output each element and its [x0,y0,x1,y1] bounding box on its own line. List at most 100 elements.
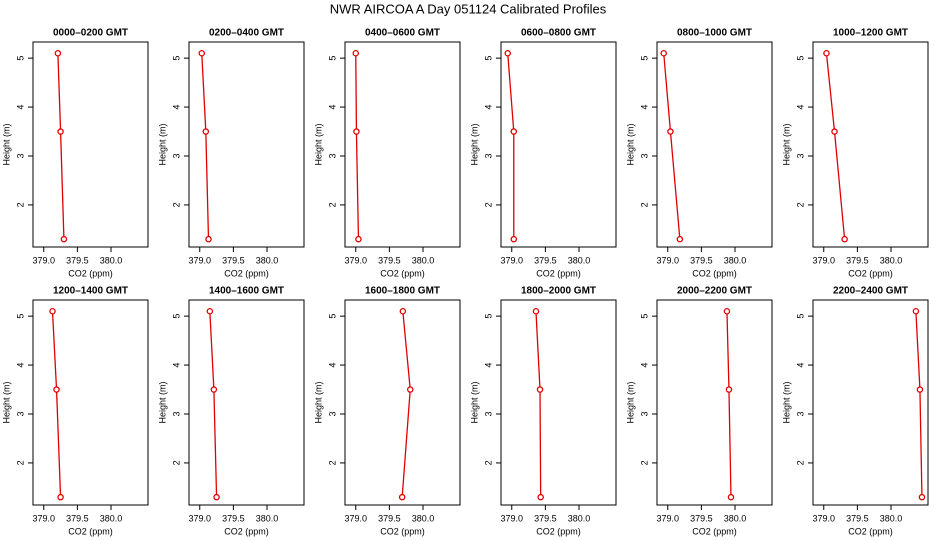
y-tick-label: 2 [483,202,493,207]
x-tick-label: 380.0 [100,255,123,265]
x-tick-label: 380.0 [724,513,747,523]
profile-line [535,311,542,498]
y-tick-label: 3 [483,153,493,158]
y-tick-label: 5 [795,56,805,61]
y-tick-label: 2 [483,460,493,465]
data-point [406,386,414,393]
y-tick-label: 3 [795,411,805,416]
plot-frame [812,299,929,506]
panel-title: 1600–1800 GMT [365,286,440,297]
plot-frame [500,41,617,248]
data-point [725,386,733,393]
x-tick-label: 379.0 [188,513,211,523]
x-axis-label: CO2 (ppm) [536,268,581,278]
y-tick-label: 4 [795,105,805,110]
y-tick-label: 4 [483,105,493,110]
y-tick-label: 5 [171,314,181,319]
y-tick-label: 2 [327,460,337,465]
y-tick-label: 2 [639,202,649,207]
x-tick-label: 379.5 [378,513,401,523]
x-tick-label: 380.0 [412,255,435,265]
x-tick-label: 379.0 [500,255,523,265]
y-axis-label: Height (m) [625,381,635,423]
profile-line [201,53,210,240]
profile-line [355,53,360,240]
data-point [60,235,68,243]
panel-title: 0600–0800 GMT [521,28,596,39]
data-point [510,235,518,243]
y-tick-label: 5 [171,56,181,61]
data-point [352,50,360,57]
y-axis-label: Height (m) [625,123,635,165]
y-axis-label: Height (m) [1,381,11,423]
page-title: NWR AIRCOA A Day 051124 Calibrated Profi… [330,1,607,16]
profile-line [663,53,681,240]
data-point [536,386,544,393]
panel-title: 0000–0200 GMT [53,28,128,39]
y-tick-label: 2 [639,460,649,465]
data-point [504,50,511,57]
x-tick-label: 379.5 [534,255,557,265]
x-tick-label: 380.0 [724,255,747,265]
x-axis-label: CO2 (ppm) [848,526,893,536]
plot-frame [344,41,461,248]
data-point [510,128,518,135]
plot-frame [500,299,617,506]
y-tick-label: 4 [15,363,25,368]
x-axis-label: CO2 (ppm) [380,526,425,536]
x-tick-label: 379.0 [188,255,211,265]
y-tick-label: 5 [327,56,337,61]
y-tick-label: 2 [795,202,805,207]
y-axis-label: Height (m) [469,123,479,165]
y-tick-label: 5 [15,56,25,61]
y-tick-label: 3 [171,153,181,158]
x-axis-label: CO2 (ppm) [380,268,425,278]
x-tick-label: 379.5 [222,255,245,265]
y-tick-label: 4 [171,105,181,110]
data-point [57,493,64,501]
profile-line [209,311,218,498]
data-point [213,493,220,501]
y-tick-label: 3 [795,153,805,158]
panel-title: 1000–1200 GMT [833,28,908,39]
data-point [831,128,838,135]
profile-line [51,311,62,498]
data-point [49,308,56,315]
y-axis-label: Height (m) [157,123,167,165]
y-tick-label: 4 [327,363,337,368]
y-tick-label: 4 [15,105,25,110]
data-point [398,493,406,501]
y-tick-label: 5 [483,314,493,319]
data-point [202,128,210,135]
y-tick-label: 4 [483,363,493,368]
data-point [667,128,674,135]
y-tick-label: 3 [483,411,493,416]
panel-title: 2200–2400 GMT [833,286,908,297]
x-tick-label: 380.0 [568,513,591,523]
x-axis-label: CO2 (ppm) [68,268,113,278]
plot-frame [656,299,773,506]
data-point [918,493,926,501]
plot-frame [344,299,461,506]
x-tick-label: 379.0 [344,513,367,523]
x-axis-label: CO2 (ppm) [224,268,269,278]
x-tick-label: 380.0 [256,513,279,523]
y-tick-label: 4 [327,105,337,110]
data-point [916,386,924,393]
x-tick-label: 379.0 [812,255,835,265]
y-axis-label: Height (m) [781,381,791,423]
x-tick-label: 379.0 [500,513,523,523]
data-point [210,386,218,393]
y-tick-label: 2 [171,202,181,207]
profile-line [825,53,846,240]
y-tick-label: 3 [639,153,649,158]
x-tick-label: 379.5 [222,513,245,523]
x-tick-label: 379.0 [812,513,835,523]
y-tick-label: 2 [15,202,25,207]
y-axis-label: Height (m) [157,381,167,423]
x-tick-label: 380.0 [256,255,279,265]
y-tick-label: 2 [15,460,25,465]
x-tick-label: 379.5 [690,513,713,523]
y-tick-label: 2 [171,460,181,465]
